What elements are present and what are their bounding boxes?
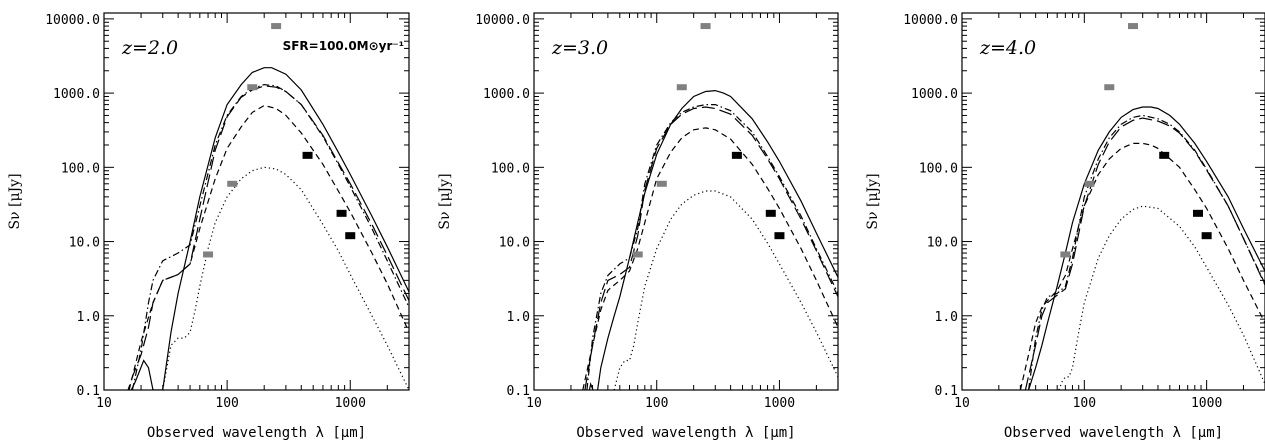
data-point-black — [302, 151, 313, 159]
data-point-black — [731, 151, 742, 159]
y-tick-label: 1.0 — [77, 310, 100, 325]
x-tick-label: 100 — [645, 396, 668, 411]
panel-2: 10 100 1000 0.1 1.0 10.0 100.0 1000.0 10000.0 Obs… — [437, 12, 839, 441]
curve-longdash — [127, 85, 409, 390]
data-point-gray — [1084, 180, 1095, 187]
data-point-gray — [676, 84, 687, 91]
x-tick-label: 100 — [1073, 396, 1096, 411]
x-tick-label: 10 — [96, 396, 112, 411]
plot-frame — [103, 12, 410, 391]
y-tick-label: 10.0 — [499, 236, 530, 251]
data-point-black — [774, 232, 785, 240]
y-tick-label: 100.0 — [919, 161, 958, 176]
curve-solid — [130, 67, 409, 390]
plot-frame — [961, 12, 1265, 391]
data-point-black — [345, 232, 356, 240]
curve-longdash — [584, 106, 838, 390]
data-point-black — [1159, 151, 1170, 159]
y-axis-label: Sν [μJy] — [865, 173, 881, 229]
y-tick-label: 10.0 — [927, 236, 958, 251]
x-tick-label: 100 — [215, 396, 238, 411]
curve-dotted — [613, 190, 838, 390]
plot-frame — [533, 12, 839, 391]
redshift-label: z=3.0 — [551, 37, 608, 59]
curve-dotted — [1058, 205, 1265, 390]
y-axis-label: Sν [μJy] — [7, 173, 23, 229]
y-tick-label: 100.0 — [61, 161, 100, 176]
data-point-black — [1193, 209, 1204, 217]
data-point-gray — [227, 180, 238, 187]
y-tick-label: 0.1 — [77, 384, 100, 399]
data-point-gray — [1060, 251, 1071, 258]
data-point-gray — [1104, 84, 1115, 91]
y-tick-label: 1000.0 — [483, 87, 530, 102]
y-axis-label: Sν [μJy] — [437, 173, 453, 229]
curve-dashdot — [586, 104, 838, 390]
y-tick-label: 1.0 — [935, 310, 958, 325]
y-tick-label: 10000.0 — [475, 13, 530, 28]
x-tick-label: 10 — [954, 396, 970, 411]
x-tick-label: 1000 — [1191, 396, 1222, 411]
data-point-gray — [271, 23, 282, 30]
data-point-gray — [247, 84, 258, 91]
curve-longdash — [1024, 117, 1265, 390]
x-tick-label: 1000 — [335, 396, 366, 411]
data-point-black — [765, 209, 776, 217]
x-axis-label: Observed wavelength λ [μm] — [576, 425, 795, 441]
y-tick-label: 1000.0 — [53, 87, 100, 102]
y-tick-label: 10000.0 — [903, 13, 958, 28]
data-point-black — [1201, 232, 1212, 240]
curve-dashdot — [131, 83, 409, 390]
sfr-label: SFR=100.0M⊙yr⁻¹ — [283, 39, 404, 53]
curve-dotted — [162, 166, 409, 390]
curve-dashed — [1019, 142, 1265, 390]
data-point-black — [336, 209, 347, 217]
x-tick-label: 10 — [526, 396, 542, 411]
y-tick-label: 1000.0 — [911, 87, 958, 102]
curve-dashed — [128, 104, 409, 390]
y-tick-label: 10000.0 — [45, 13, 100, 28]
redshift-label: z=4.0 — [979, 37, 1036, 59]
y-tick-label: 1.0 — [507, 310, 530, 325]
x-axis-label: Observed wavelength λ [μm] — [147, 425, 366, 441]
y-tick-label: 0.1 — [507, 384, 530, 399]
curve-solid — [588, 89, 838, 390]
panel-3: 10 100 1000 0.1 1.0 10.0 100.0 1000.0 10000.0 Obs… — [865, 12, 1265, 441]
redshift-label: z=2.0 — [121, 37, 178, 59]
x-tick-label: 1000 — [764, 396, 795, 411]
curve-dashed — [582, 127, 838, 390]
y-tick-label: 10.0 — [69, 236, 100, 251]
x-axis-label: Observed wavelength λ [μm] — [1004, 425, 1223, 441]
data-point-gray — [656, 180, 667, 187]
panel-1: 10 100 1000 0.1 1.0 10.0 100.0 1000.0 10000.0 Obs… — [7, 12, 410, 441]
curve-solid — [1028, 106, 1265, 390]
data-point-gray — [700, 23, 711, 30]
data-point-gray — [1127, 23, 1138, 30]
data-point-gray — [203, 251, 214, 258]
y-tick-label: 100.0 — [491, 161, 530, 176]
y-tick-label: 0.1 — [935, 384, 958, 399]
data-point-gray — [632, 251, 643, 258]
